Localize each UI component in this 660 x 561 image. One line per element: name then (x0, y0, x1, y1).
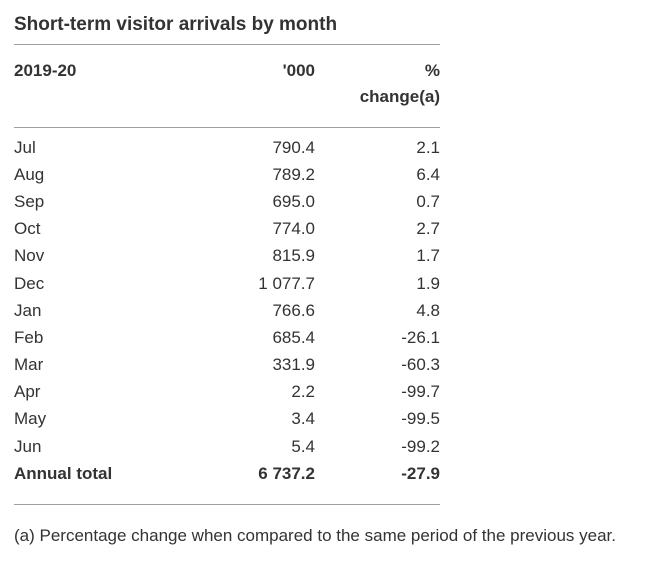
row-month-label: Oct (14, 219, 41, 239)
row-pct-value: 1.7 (416, 246, 440, 266)
row-month-label: Apr (14, 382, 41, 402)
row-month-label: Feb (14, 327, 44, 347)
total-pct-value: -27.9 (315, 459, 440, 505)
row-pct-value: 6.4 (416, 164, 440, 184)
table-header-row: 2019-20 '000 % change(a) (14, 44, 440, 128)
visitor-arrivals-table: 2019-20 '000 % change(a) Jul 790.4 2.1 A… (14, 44, 440, 505)
table-row: Sep 695.0 0.7 (14, 188, 440, 215)
row-month-label: Nov (14, 246, 45, 266)
row-thousands-value: 789.2 (272, 164, 315, 184)
header-thousands: '000 (174, 44, 315, 128)
row-pct-value: -99.5 (401, 409, 440, 429)
header-period: 2019-20 (14, 44, 174, 128)
header-pct-change: % change(a) (315, 44, 440, 128)
row-pct-value: -60.3 (401, 355, 440, 375)
total-row: Annual total 6 737.2 -27.9 (14, 459, 440, 505)
row-pct-value: -26.1 (401, 327, 440, 347)
table-row: Jun 5.4 -99.2 (14, 433, 440, 460)
page-title: Short-term visitor arrivals by month (14, 14, 338, 35)
row-thousands-value: 766.6 (272, 300, 315, 320)
report-container: Short-term visitor arrivals by month 201… (14, 14, 616, 545)
row-month-label: Aug (14, 164, 45, 184)
total-thousands-value: 6 737.2 (174, 459, 315, 505)
row-pct-value: 2.7 (416, 219, 440, 239)
row-thousands-value: 2.2 (291, 382, 315, 402)
row-month-label: Mar (14, 355, 44, 375)
row-month-label: May (14, 409, 47, 429)
row-pct-value: 2.1 (416, 137, 440, 157)
row-pct-value: -99.2 (401, 436, 440, 456)
table-row: Nov 815.9 1.7 (14, 242, 440, 269)
row-pct-value: -99.7 (401, 382, 440, 402)
table-row: Feb 685.4 -26.1 (14, 324, 440, 351)
row-thousands-value: 790.4 (272, 137, 315, 157)
row-month-label: Sep (14, 191, 45, 211)
row-month-label: Jun (14, 436, 42, 456)
row-thousands-value: 331.9 (272, 355, 315, 375)
total-row-label: Annual total (14, 459, 174, 505)
row-pct-value: 4.8 (416, 300, 440, 320)
row-thousands-value: 3.4 (291, 409, 315, 429)
row-pct-value: 1.9 (416, 273, 440, 293)
row-month-label: Dec (14, 273, 45, 293)
row-thousands-value: 5.4 (291, 436, 315, 456)
table-row: Oct 774.0 2.7 (14, 215, 440, 242)
table-row: Mar 331.9 -60.3 (14, 351, 440, 378)
row-thousands-value: 815.9 (272, 246, 315, 266)
row-pct-value: 0.7 (416, 191, 440, 211)
table-row: Jul 790.4 2.1 (14, 128, 440, 161)
table-row: Dec 1 077.7 1.9 (14, 269, 440, 296)
row-month-label: Jan (14, 300, 42, 320)
row-thousands-value: 774.0 (272, 219, 315, 239)
row-thousands-value: 1 077.7 (258, 273, 315, 293)
row-thousands-value: 685.4 (272, 327, 315, 347)
table-row: May 3.4 -99.5 (14, 405, 440, 432)
row-thousands-value: 695.0 (272, 191, 315, 211)
footnote: (a) Percentage change when compared to t… (14, 525, 616, 545)
table-row: Apr 2.2 -99.7 (14, 378, 440, 405)
table-row: Aug 789.2 6.4 (14, 161, 440, 188)
row-month-label: Jul (14, 137, 36, 157)
table-row: Jan 766.6 4.8 (14, 297, 440, 324)
